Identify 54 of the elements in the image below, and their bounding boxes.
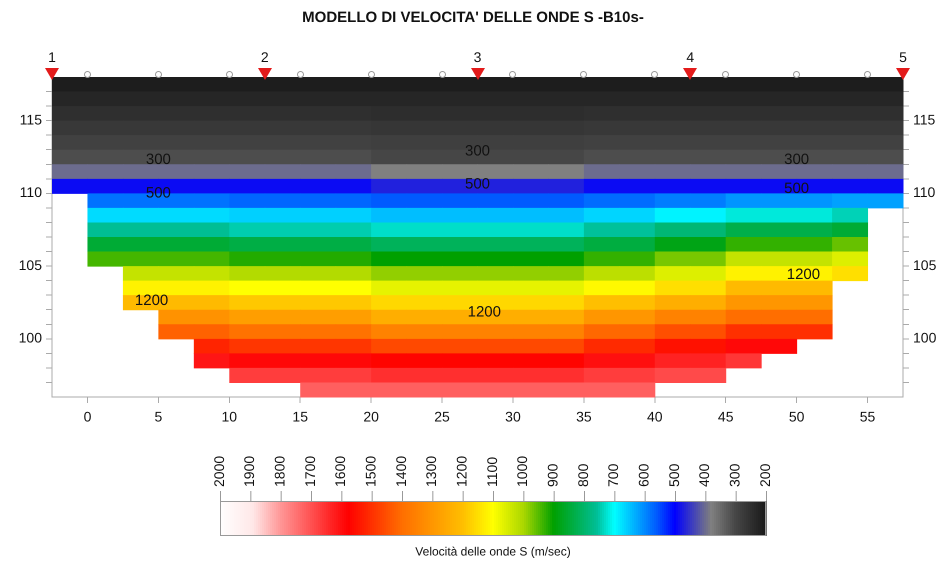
- y2-tick-label: 100: [913, 330, 937, 346]
- x-tick-label: 40: [647, 408, 663, 424]
- x-tick-label: 45: [718, 408, 734, 424]
- color-bar-label: 400: [696, 463, 712, 487]
- y-tick-label: 105: [18, 256, 42, 273]
- chart-title: MODELLO DI VELOCITA' DELLE ONDE S -B10s-: [302, 9, 644, 26]
- x-tick-label: 30: [505, 408, 521, 424]
- annotation: 300: [146, 151, 171, 168]
- text: 3: [474, 48, 482, 65]
- annotation: 1200: [468, 304, 501, 321]
- color-bar-label: 200: [756, 463, 773, 487]
- color-bar-label: 1300: [423, 456, 440, 487]
- y-tick-label: 115: [20, 111, 42, 128]
- text: 4: [686, 48, 694, 65]
- annotation: 500: [784, 180, 810, 198]
- x-tick-label: 55: [860, 408, 876, 424]
- x-tick-label: 0: [84, 408, 92, 424]
- color-bar-label: 1200: [454, 456, 470, 487]
- annotation: 1200: [134, 292, 168, 310]
- y2-tick-label: 110: [913, 184, 936, 200]
- x-tick-label: 20: [363, 408, 380, 424]
- annotation: 500: [146, 184, 171, 202]
- annotation: 300: [784, 151, 810, 168]
- y-tick-label: 100: [18, 330, 42, 346]
- color-bar-label: 2000: [210, 456, 227, 487]
- color-bar-label: 1900: [241, 456, 258, 487]
- x-tick-label: 10: [222, 408, 238, 424]
- color-bar-label: 1500: [362, 456, 379, 487]
- color-bar-label: 1000: [514, 456, 530, 487]
- color-bar-label: 1800: [272, 456, 288, 487]
- color-bar-label: 1600: [332, 456, 348, 487]
- color-bar-label: 1400: [392, 456, 409, 487]
- color-bar-label: 500: [666, 463, 682, 487]
- x-tick-label: 50: [788, 408, 805, 424]
- text: 1: [48, 48, 56, 65]
- color-bar-label: 1700: [302, 456, 318, 487]
- color-bar-title: Velocità delle onde S (m/sec): [415, 544, 571, 558]
- color-bar-label: 300: [726, 463, 743, 487]
- color-bar-label: 800: [574, 463, 591, 487]
- x-tick-label: 35: [576, 408, 592, 424]
- color-bar-label: 600: [636, 463, 652, 487]
- x-tick-label: 25: [434, 408, 450, 424]
- x-tick-label: 15: [292, 408, 308, 424]
- y2-tick-label: 105: [913, 256, 937, 273]
- y2-tick-label: 115: [913, 111, 936, 128]
- x-tick-label: 5: [154, 408, 162, 424]
- annotation: 1200: [786, 266, 820, 283]
- color-bar-label: 700: [605, 463, 622, 487]
- color-bar-label: 900: [544, 463, 561, 487]
- text: 2: [260, 48, 269, 65]
- annotation: 500: [464, 176, 490, 193]
- y-tick-label: 110: [20, 184, 42, 200]
- text: 5: [899, 48, 908, 65]
- color-bar-label: 1100: [484, 456, 500, 487]
